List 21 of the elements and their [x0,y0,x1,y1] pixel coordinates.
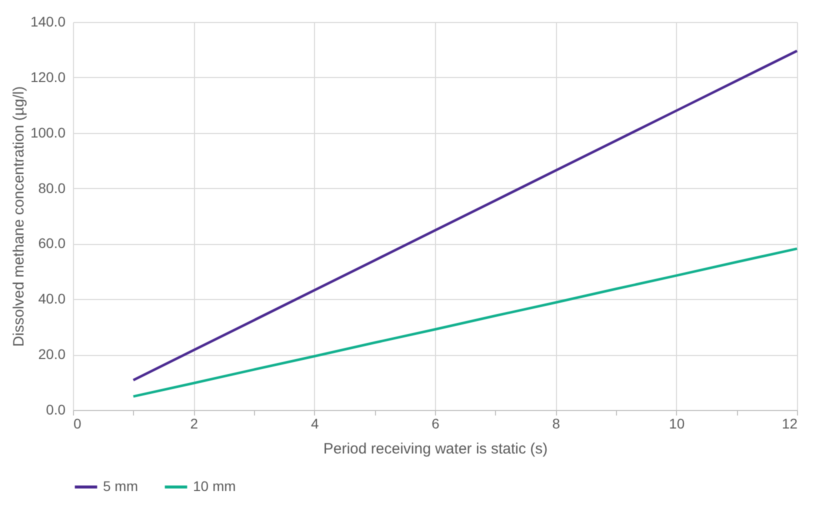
y-tick-label: 140.0 [30,14,66,30]
y-axis-title: Dissolved methane concentration (µg/l) [10,86,28,347]
x-axis-title: Period receiving water is static (s) [323,440,548,458]
y-tick-label: 80.0 [38,180,66,196]
x-tick-label: 10 [669,416,685,432]
line-series [132,50,798,382]
x-tick-label: 8 [552,416,560,432]
line-series [132,247,798,398]
x-tick-label: 0 [74,416,82,432]
y-tick-label: 0.0 [46,402,66,418]
x-tick-label: 2 [190,416,198,432]
y-tick-label: 100.0 [30,124,66,140]
legend-label: 10 mm [193,478,236,494]
y-tick-label: 120.0 [30,68,66,85]
y-tick-label: 20.0 [38,346,66,362]
x-tick-label: 12 [782,416,798,432]
x-tick-label: 4 [310,416,319,432]
legend-label: 5 mm [103,478,138,494]
x-tick-label: 6 [432,416,440,432]
y-tick-label: 40.0 [38,290,66,307]
y-tick-label: 60.0 [38,235,66,252]
